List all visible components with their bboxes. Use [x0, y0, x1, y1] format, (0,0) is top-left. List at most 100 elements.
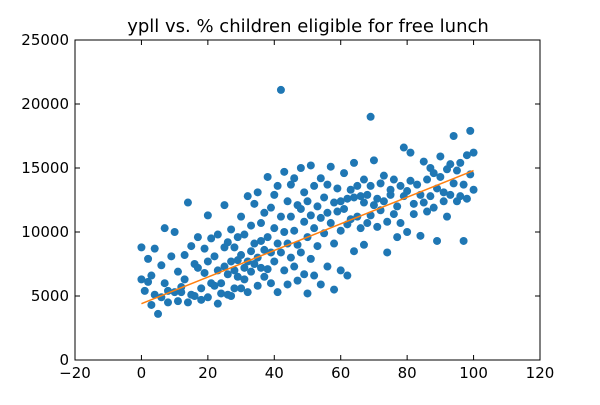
scatter-point	[350, 193, 358, 202]
scatter-point	[257, 236, 265, 245]
scatter-point	[300, 188, 309, 197]
scatter-point	[260, 208, 269, 217]
scatter-point	[446, 190, 455, 199]
scatter-point	[250, 239, 259, 248]
scatter-point	[316, 174, 325, 183]
scatter-point	[466, 126, 475, 135]
scatter-point	[416, 231, 425, 240]
scatter-point	[326, 219, 335, 228]
scatter-point	[323, 180, 332, 189]
scatter-point	[193, 233, 202, 242]
scatter-point	[383, 217, 392, 226]
scatter-point	[436, 172, 445, 181]
x-tick-label: 100	[459, 364, 488, 382]
scatter-point	[237, 251, 246, 260]
scatter-point	[310, 181, 319, 190]
scatter-point	[263, 172, 272, 181]
scatter-point	[452, 166, 461, 175]
scatter-point	[290, 226, 299, 235]
y-tick-label: 5000	[31, 287, 69, 305]
scatter-point	[280, 167, 289, 176]
scatter-point	[443, 212, 451, 221]
scatter-point	[406, 176, 415, 185]
scatter-point	[150, 290, 159, 299]
scatter-point	[160, 279, 169, 288]
scatter-point	[276, 248, 285, 257]
scatter-point	[140, 286, 149, 295]
scatter-point	[257, 263, 265, 272]
scatter-point	[273, 181, 282, 190]
scatter-point	[369, 156, 378, 165]
y-tick-label: 25000	[21, 31, 69, 49]
scatter-point	[217, 289, 226, 298]
chart-title: ypll vs. % children eligible for free lu…	[127, 16, 489, 37]
scatter-point	[210, 281, 219, 290]
scatter-point	[449, 179, 458, 188]
scatter-point	[469, 148, 478, 157]
scatter-point	[343, 194, 352, 203]
scatter-point	[403, 187, 412, 196]
y-tick-label: 10000	[21, 223, 69, 241]
scatter-point	[253, 188, 262, 197]
scatter-point	[393, 233, 402, 242]
scatter-point	[423, 207, 432, 216]
scatter-point	[144, 254, 153, 263]
scatter-point	[240, 263, 249, 272]
scatter-point	[306, 161, 315, 170]
scatter-point	[147, 300, 156, 309]
scatter-point	[237, 284, 246, 293]
scatter-point	[276, 85, 285, 94]
scatter-point	[469, 185, 478, 194]
scatter-point	[303, 197, 312, 206]
scatter-point	[436, 152, 445, 161]
scatter-point	[273, 288, 282, 297]
scatter-point	[336, 226, 345, 235]
scatter-point	[180, 251, 189, 260]
scatter-point	[393, 202, 402, 211]
scatter-point	[462, 194, 471, 203]
scatter-point	[266, 279, 275, 288]
scatter-point	[160, 224, 169, 233]
scatter-point	[183, 198, 192, 207]
scatter-point	[270, 257, 279, 266]
scatter-point	[303, 289, 312, 298]
scatter-point	[429, 203, 438, 212]
scatter-point	[419, 157, 428, 166]
scatter-point	[147, 271, 156, 280]
scatter-point	[379, 197, 388, 206]
scatter-point	[300, 270, 309, 279]
scatter-point	[266, 203, 275, 212]
scatter-point	[316, 213, 325, 222]
data-points	[137, 85, 478, 318]
scatter-point	[213, 230, 222, 239]
scatter-point	[157, 261, 166, 270]
scatter-point	[409, 199, 418, 208]
scatter-point	[459, 180, 468, 189]
scatter-point	[223, 238, 232, 247]
scatter-point	[227, 292, 236, 300]
scatter-point	[200, 268, 209, 277]
scatter-point	[167, 252, 176, 261]
x-axis-ticks: −20 0 20 40 60 80 100 120	[59, 40, 554, 382]
scatter-point	[283, 280, 292, 289]
scatter-point	[293, 276, 302, 285]
scatter-point	[190, 292, 199, 300]
scatter-point	[359, 240, 368, 249]
x-tick-label: 20	[198, 364, 217, 382]
scatter-point	[356, 192, 365, 201]
scatter-point	[154, 309, 163, 318]
scatter-point	[177, 288, 186, 297]
scatter-point	[137, 243, 146, 252]
scatter-point	[137, 275, 146, 284]
scatter-point	[270, 224, 279, 233]
scatter-point	[227, 257, 236, 266]
scatter-point	[253, 281, 262, 290]
scatter-point	[180, 275, 189, 284]
scatter-point	[203, 257, 212, 266]
scatter-point	[263, 233, 272, 242]
scatter-point	[446, 160, 455, 169]
x-tick-label: 60	[331, 364, 350, 382]
scatter-point	[429, 169, 438, 178]
scatter-point	[173, 297, 182, 306]
scatter-point	[197, 295, 206, 304]
